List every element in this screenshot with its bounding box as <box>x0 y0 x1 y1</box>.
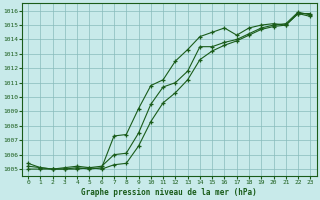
X-axis label: Graphe pression niveau de la mer (hPa): Graphe pression niveau de la mer (hPa) <box>81 188 257 197</box>
